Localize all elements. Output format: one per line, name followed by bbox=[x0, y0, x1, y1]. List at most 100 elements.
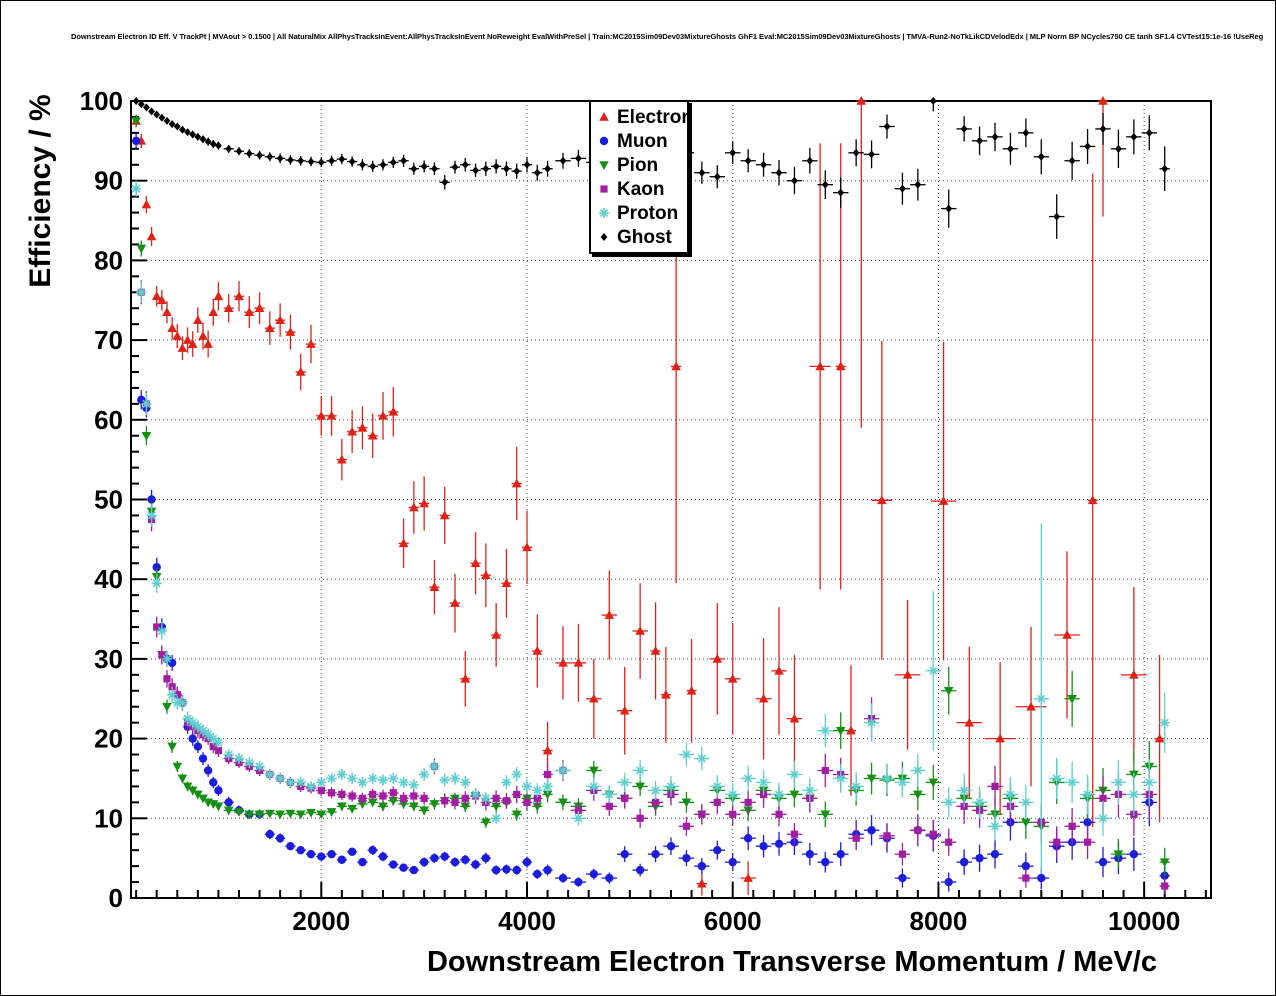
star-marker-icon bbox=[326, 773, 337, 784]
triangle-up-marker-icon bbox=[167, 323, 177, 332]
square-marker-icon bbox=[898, 850, 907, 858]
circle-marker-icon bbox=[805, 849, 815, 859]
star-marker-icon bbox=[666, 781, 676, 792]
star-marker-icon bbox=[223, 749, 234, 760]
square-marker-icon bbox=[775, 810, 783, 818]
x-tick-label: 6000 bbox=[704, 906, 762, 936]
diamond-marker-icon bbox=[744, 156, 752, 165]
triangle-up-marker-icon bbox=[187, 339, 198, 348]
legend-label: Ghost bbox=[617, 226, 672, 248]
star-marker-icon bbox=[650, 785, 661, 796]
diamond-marker-icon bbox=[544, 164, 551, 173]
diamond-marker-icon bbox=[883, 122, 891, 131]
star-marker-icon bbox=[151, 578, 162, 589]
circle-marker-icon bbox=[975, 853, 984, 863]
circle-marker-icon bbox=[450, 857, 460, 867]
legend: Electron Muon Pion Kaon Proton Ghost bbox=[589, 100, 693, 254]
diamond-marker-icon bbox=[194, 132, 202, 141]
square-marker-icon bbox=[513, 790, 521, 798]
square-marker-icon bbox=[410, 792, 418, 800]
triangle-down-marker-icon bbox=[866, 774, 877, 784]
triangle-down-marker-icon bbox=[511, 810, 522, 820]
star-marker-icon bbox=[378, 775, 388, 786]
circle-marker-icon bbox=[198, 754, 208, 763]
circle-marker-icon bbox=[265, 830, 275, 839]
triangle-up-marker-icon bbox=[573, 657, 584, 667]
square-marker-icon bbox=[523, 798, 531, 806]
circle-marker-icon bbox=[959, 857, 969, 867]
circle-marker-icon bbox=[1098, 857, 1108, 867]
legend-item-proton: Proton bbox=[595, 201, 683, 225]
legend-label: Muon bbox=[617, 130, 668, 152]
diamond-marker-icon bbox=[204, 137, 212, 146]
diamond-marker-icon bbox=[379, 160, 387, 169]
circle-marker-icon bbox=[635, 865, 645, 875]
diamond-marker-icon bbox=[215, 141, 222, 150]
diamond-marker-icon bbox=[297, 156, 305, 165]
triangle-up-marker-icon bbox=[295, 366, 306, 376]
star-marker-icon bbox=[1020, 797, 1031, 808]
circle-marker-icon bbox=[430, 853, 439, 863]
square-marker-icon bbox=[1083, 838, 1092, 846]
triangle-up-marker-icon bbox=[450, 598, 460, 607]
circle-marker-icon bbox=[599, 136, 609, 146]
square-marker-icon bbox=[991, 782, 999, 791]
diamond-marker-icon bbox=[369, 162, 377, 171]
y-tick-label: 20 bbox=[94, 724, 123, 754]
diamond-marker-icon bbox=[317, 158, 325, 167]
diamond-marker-icon bbox=[806, 156, 814, 165]
circle-marker-icon bbox=[317, 852, 326, 861]
star-marker-icon bbox=[882, 773, 892, 784]
series-proton bbox=[131, 180, 1170, 875]
diamond-marker-icon bbox=[189, 130, 197, 139]
triangle-up-marker-icon bbox=[244, 307, 255, 317]
diamond-marker-icon bbox=[225, 144, 233, 153]
diamond-marker-icon bbox=[775, 168, 783, 177]
circle-marker-icon bbox=[774, 839, 784, 849]
star-marker-icon bbox=[480, 793, 491, 804]
triangle-up-marker-icon bbox=[470, 558, 481, 568]
square-marker-icon bbox=[574, 806, 583, 814]
diamond-marker-icon bbox=[266, 152, 274, 161]
diamond-marker-icon bbox=[472, 166, 479, 175]
plot-title: Downstream Electron ID Eff. V TrackPt | … bbox=[71, 32, 1264, 41]
diamond-marker-icon bbox=[143, 103, 150, 112]
triangle-down-marker-icon bbox=[943, 686, 954, 696]
diamond-marker-icon bbox=[1145, 128, 1153, 137]
circle-marker-icon bbox=[224, 798, 233, 807]
square-marker-icon bbox=[651, 798, 660, 806]
triangle-down-marker-icon bbox=[131, 117, 141, 126]
triangle-down-marker-icon bbox=[198, 794, 208, 804]
diamond-marker-icon bbox=[400, 156, 407, 165]
triangle-down-marker-icon bbox=[681, 798, 692, 808]
triangle-up-marker-icon bbox=[213, 291, 224, 301]
legend-item-ghost: Ghost bbox=[595, 225, 683, 249]
square-marker-icon bbox=[790, 830, 799, 838]
y-tick-label: 60 bbox=[94, 405, 123, 435]
triangle-up-marker-icon bbox=[835, 361, 846, 371]
star-marker-icon bbox=[285, 777, 296, 788]
y-tick-label: 30 bbox=[94, 644, 123, 674]
triangle-down-marker-icon bbox=[409, 802, 419, 812]
triangle-down-marker-icon bbox=[234, 808, 244, 817]
diamond-marker-icon bbox=[837, 188, 845, 197]
triangle-up-marker-icon bbox=[234, 291, 244, 301]
y-tick-label: 10 bbox=[94, 803, 123, 833]
triangle-down-marker-icon bbox=[928, 778, 939, 788]
diamond-marker-icon bbox=[199, 135, 207, 144]
star-marker-icon bbox=[388, 773, 399, 784]
square-marker-icon bbox=[327, 789, 336, 797]
triangle-up-marker-icon bbox=[589, 693, 599, 703]
star-marker-icon bbox=[347, 773, 358, 784]
triangle-down-marker-icon bbox=[295, 810, 306, 820]
diamond-marker-icon bbox=[184, 128, 191, 137]
diamond-marker-icon bbox=[153, 110, 161, 119]
star-marker-icon bbox=[897, 777, 908, 788]
star-marker-icon bbox=[295, 777, 306, 788]
triangle-up-marker-icon bbox=[938, 496, 949, 505]
triangle-up-marker-icon bbox=[1154, 733, 1165, 743]
circle-marker-icon bbox=[209, 778, 218, 787]
square-marker-icon bbox=[158, 651, 166, 659]
square-marker-icon bbox=[744, 798, 752, 806]
star-marker-icon bbox=[758, 777, 769, 788]
